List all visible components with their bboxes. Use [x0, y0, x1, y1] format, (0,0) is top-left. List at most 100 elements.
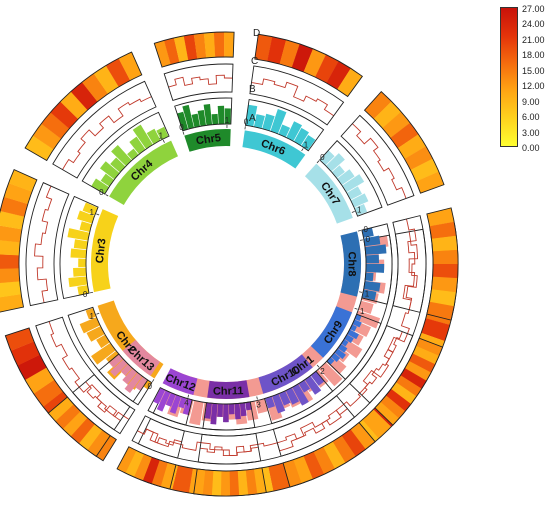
histogram-bar-chr4: [132, 124, 153, 150]
ideogram-chr10: [258, 354, 313, 394]
chromosome-label-chr5: Chr5: [195, 132, 221, 147]
histogram-frame-chr7: [319, 140, 383, 217]
histogram-bar-chr10: [304, 375, 322, 395]
heatmap-cell-chr11: [237, 470, 249, 496]
heatmap-cell-chr4: [118, 51, 142, 81]
histogram-frame-chr12: [147, 387, 193, 426]
histogram-bar-chr8: [363, 235, 381, 247]
line-series-chr12: [137, 428, 182, 446]
line-series-chr13: [85, 381, 121, 421]
histogram-bar-chr5: [177, 111, 189, 131]
histogram-bar-chr6: [293, 127, 309, 146]
heatmap-cell-chr9: [408, 353, 436, 373]
histogram-bar-chr5: [182, 104, 195, 130]
tick-label: 0: [99, 188, 104, 197]
histogram-bar-chr7: [331, 165, 345, 179]
histogram-bar-chr7: [342, 174, 365, 193]
heatmap-cell-chr3: [8, 169, 37, 192]
heatmap-cell-chr8: [431, 235, 458, 252]
histogram-bar-chr3: [70, 248, 87, 259]
histogram-bar-chr4: [111, 145, 132, 167]
tick-mark: [96, 213, 100, 216]
heatmap-cell-chr12: [116, 446, 137, 474]
histogram-bar-chr7: [319, 150, 335, 166]
histogram-bar-chr4: [127, 148, 139, 160]
heatmap-cell-chr2: [10, 341, 40, 366]
heatmap-cell-chr10: [323, 441, 346, 469]
heatmap-cell-chr3: [0, 268, 20, 283]
heatmap-frame-chr10: [282, 421, 376, 488]
heatmap-cell-chr9: [400, 368, 427, 389]
heatmap-cell-chr5: [154, 40, 171, 68]
heatmap-cell-chr7: [415, 171, 445, 194]
heatmap-cell-chr10: [341, 429, 366, 457]
heatmap-cell-chr11: [202, 469, 214, 496]
histogram-bar-chr2: [91, 342, 116, 365]
histogram-bar-chr8: [365, 272, 374, 282]
histogram-frame-chr11: [202, 401, 256, 431]
tick-label: 1: [90, 312, 95, 321]
heatmap-cell-chr11: [245, 469, 258, 495]
heatmap-cell-chr13: [70, 417, 95, 444]
tick-mark: [354, 307, 358, 310]
histogram-bar-chr5: [217, 105, 225, 125]
histogram-bar-chr6: [262, 113, 275, 132]
histogram-bar-chr11: [245, 401, 252, 411]
heatmap-cell-chr12: [142, 457, 160, 484]
histogram-bar-chr9: [352, 319, 362, 328]
ideogram-chr6: [242, 130, 306, 169]
histogram-bar-chr6: [278, 124, 291, 138]
histogram-bar-chr8: [365, 254, 379, 264]
histogram-bar-chr12: [156, 390, 171, 412]
ideogram-chr5: [184, 129, 231, 152]
legend-tick: 9.00: [522, 97, 540, 107]
histogram-bar-chr11: [210, 403, 218, 425]
heatmap-cell-chr1: [362, 409, 392, 439]
heatmap-cell-chr2: [24, 367, 55, 394]
tick-label: 0: [83, 290, 88, 299]
histogram-bar-chr9: [330, 352, 341, 362]
tick-label: 1: [365, 289, 370, 298]
histogram-frame-chr9: [326, 313, 382, 380]
heatmap-frame-chr6: [254, 33, 363, 98]
heatmap-frame-chr12: [116, 446, 177, 490]
histogram-bar-chr13: [110, 359, 128, 377]
histogram-bar-chr12: [178, 396, 187, 409]
heatmap-cell-chr10: [350, 422, 376, 450]
heatmap-frame-chr3: [0, 169, 38, 313]
heatmap-cell-chr5: [203, 32, 216, 58]
heatmap-cell-chr5: [183, 34, 198, 61]
heatmap-cell-chr8: [429, 289, 457, 307]
histogram-bar-chr4: [156, 126, 169, 140]
tick-mark: [316, 160, 320, 164]
tick-label: 0: [320, 153, 325, 162]
heatmap-cell-chr6: [279, 39, 300, 68]
histogram-bar-chr13: [120, 363, 133, 376]
histogram-bar-chr12: [169, 394, 182, 414]
line-series-chr3: [34, 185, 53, 303]
heatmap-frame-chr11: [193, 467, 267, 497]
heatmap-cell-chr11: [253, 467, 267, 494]
histogram-bar-chr5: [191, 113, 201, 128]
heatmap-cell-chr4: [32, 123, 62, 150]
heatmap-cell-chr5: [173, 35, 189, 63]
heatmap-cell-chr9: [390, 382, 417, 405]
tick-mark: [256, 396, 258, 400]
line-series-chr6: [251, 78, 334, 117]
histogram-bar-chr10: [272, 393, 286, 414]
heatmap-cell-chr9: [395, 375, 422, 397]
heatmap-cell-chr3: [0, 254, 20, 269]
tick-label: 1: [360, 307, 365, 316]
ideogram-chr9: [310, 306, 353, 358]
color-legend-gradient: [500, 7, 518, 147]
histogram-frame-chr8: [361, 223, 393, 305]
heatmap-cell-chr5: [193, 33, 207, 60]
histogram-bar-chr8: [365, 264, 385, 273]
heatmap-cell-chr13: [48, 396, 74, 422]
heatmap-cell-chr8: [429, 221, 457, 239]
heatmap-cell-chr4: [70, 82, 98, 111]
tick-mark: [351, 211, 355, 213]
tick-mark: [182, 131, 185, 135]
histogram-bar-chr3: [77, 210, 95, 224]
heatmap-frame-chr5: [153, 31, 235, 68]
